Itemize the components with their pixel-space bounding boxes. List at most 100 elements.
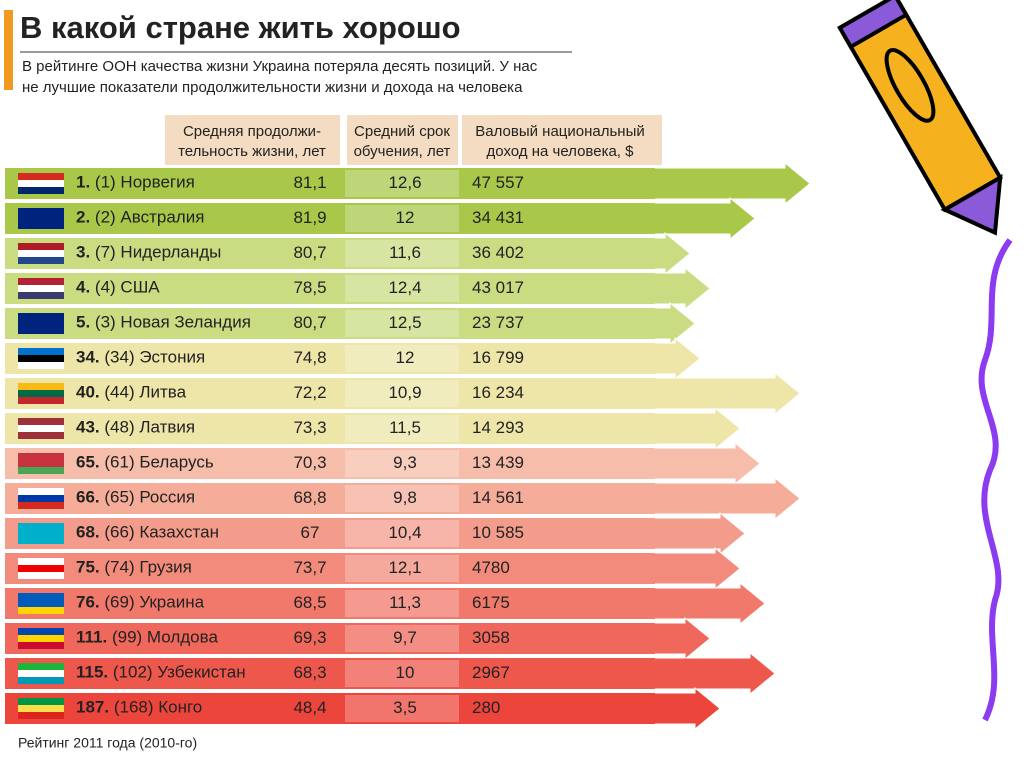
flag — [18, 432, 64, 439]
schooling-years: 3,5 — [393, 698, 417, 717]
flag — [18, 278, 64, 285]
flag — [18, 243, 64, 250]
gni-per-capita: 14 561 — [472, 488, 524, 507]
cell-box — [345, 660, 459, 687]
rank: 1. — [76, 173, 90, 192]
cell-box — [345, 520, 459, 547]
gni-per-capita: 14 293 — [472, 418, 524, 437]
flag — [18, 418, 64, 425]
row-band — [5, 553, 655, 584]
schooling-years: 12 — [396, 208, 415, 227]
table: Средняя продолжи-тельность жизни, лет Сре… — [5, 115, 662, 724]
gni-per-capita: 16 799 — [472, 348, 524, 367]
flag — [18, 670, 64, 677]
country-name: (44) Литва — [104, 383, 186, 402]
flag — [18, 222, 64, 229]
gni-per-capita: 3058 — [472, 628, 510, 647]
life-expectancy: 73,3 — [293, 418, 326, 437]
rank: 34. — [76, 348, 100, 367]
row-arrow — [639, 196, 756, 241]
cell-box — [345, 625, 459, 652]
subtitle: не лучшие показатели продолжительности ж… — [22, 79, 523, 96]
cell-box — [345, 170, 459, 197]
row-arrow — [639, 476, 801, 521]
flag — [18, 712, 64, 719]
flag — [18, 320, 64, 327]
schooling-years: 11,3 — [389, 593, 421, 612]
schooling-years: 9,3 — [393, 453, 417, 472]
rank: 76. — [76, 593, 100, 612]
life-expectancy: 81,9 — [293, 208, 326, 227]
row-band — [5, 518, 655, 549]
flag — [18, 390, 64, 397]
cell-box — [345, 380, 459, 407]
row-arrow — [639, 651, 776, 696]
column-header-box — [165, 115, 340, 165]
country: 111. (99) Молдова — [76, 628, 218, 647]
flag — [18, 642, 64, 649]
cell-box — [345, 590, 459, 617]
rank: 65. — [76, 453, 100, 472]
rank: 187. — [76, 698, 109, 717]
row-arrow — [639, 161, 811, 206]
rank: 68. — [76, 523, 100, 542]
cell-box — [345, 205, 459, 232]
flag — [18, 313, 64, 320]
country: 2. (2) Австралия — [76, 208, 204, 227]
column-header: Средний срок — [354, 123, 450, 140]
schooling-years: 10 — [396, 663, 415, 682]
rank: 40. — [76, 383, 100, 402]
flag — [18, 383, 64, 390]
country: 65. (61) Беларусь — [76, 453, 214, 472]
flag — [18, 705, 64, 712]
rank: 75. — [76, 558, 100, 577]
flag — [18, 593, 64, 600]
gni-per-capita: 47 557 — [472, 173, 524, 192]
gni-per-capita: 23 737 — [472, 313, 524, 332]
gni-per-capita: 4780 — [472, 558, 510, 577]
subtitle: В рейтинге ООН качества жизни Украина по… — [22, 58, 538, 75]
row-band — [5, 168, 655, 199]
life-expectancy: 80,7 — [293, 243, 326, 262]
country: 40. (44) Литва — [76, 383, 187, 402]
flag — [18, 628, 64, 635]
flag — [18, 698, 64, 705]
schooling-years: 12,6 — [388, 173, 421, 192]
rank: 115. — [76, 663, 108, 682]
rank: 43. — [76, 418, 100, 437]
country: 5. (3) Новая Зеландия — [76, 313, 251, 332]
flag — [18, 565, 64, 572]
country-name: (34) Эстония — [104, 348, 205, 367]
cell-box — [345, 695, 459, 722]
row-band — [5, 378, 655, 409]
life-expectancy: 73,7 — [293, 558, 326, 577]
life-expectancy: 68,8 — [293, 488, 326, 507]
title: В какой стране жить хорошо — [20, 10, 461, 45]
flag — [18, 292, 64, 299]
flag — [18, 187, 64, 194]
gni-per-capita: 6175 — [472, 593, 510, 612]
column-header-box — [347, 115, 458, 165]
flag — [18, 250, 64, 257]
schooling-years: 10,9 — [388, 383, 421, 402]
flag — [18, 635, 64, 642]
arrows — [639, 161, 811, 731]
cell-box — [345, 450, 459, 477]
country-name: (168) Конго — [114, 698, 202, 717]
flag — [18, 348, 64, 355]
footer-note: Рейтинг 2011 года (2010-го) — [18, 735, 197, 751]
row-band — [5, 658, 655, 689]
country: 66. (65) Россия — [76, 488, 195, 507]
cell-box — [345, 310, 459, 337]
gni-per-capita: 36 402 — [472, 243, 524, 262]
cell-box — [345, 240, 459, 267]
rank: 4. — [76, 278, 90, 297]
rank: 2. — [76, 208, 90, 227]
country: 43. (48) Латвия — [76, 418, 195, 437]
flag — [18, 425, 64, 432]
row-band — [5, 343, 655, 374]
schooling-years: 9,7 — [393, 628, 417, 647]
schooling-years: 12,4 — [388, 278, 421, 297]
life-expectancy: 68,3 — [293, 663, 326, 682]
flag — [18, 523, 64, 530]
